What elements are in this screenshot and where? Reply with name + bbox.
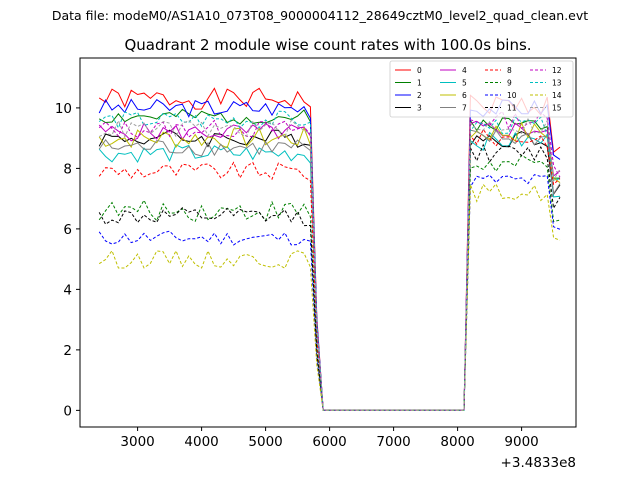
x-tick-label: 6000 xyxy=(312,434,346,450)
y-tick-label: 0 xyxy=(63,403,72,419)
legend-label: 5 xyxy=(462,79,467,88)
series-line-15 xyxy=(98,117,561,411)
series-line-6 xyxy=(98,121,561,411)
y-tick-label: 6 xyxy=(63,222,72,238)
x-tick-label: 5000 xyxy=(248,434,282,450)
series-line-9 xyxy=(98,154,561,411)
chart-suptitle: Data file: modeM0/AS1A10_073T08_90000041… xyxy=(52,8,588,23)
legend-label: 15 xyxy=(552,104,562,113)
series-line-11 xyxy=(98,143,561,411)
legend-label: 11 xyxy=(507,104,517,113)
legend-label: 7 xyxy=(462,104,467,113)
series-line-4 xyxy=(98,120,561,411)
legend-label: 1 xyxy=(417,79,422,88)
legend-label: 10 xyxy=(507,91,517,100)
x-tick-label: 8000 xyxy=(440,434,474,450)
legend-label: 13 xyxy=(552,79,562,88)
legend-label: 4 xyxy=(462,66,467,75)
x-axis: 3000 4000 5000 6000 7000 8000 9000 xyxy=(120,427,539,450)
series-layer xyxy=(98,87,561,411)
legend-label: 3 xyxy=(417,104,422,113)
series-line-5 xyxy=(98,131,561,411)
x-tick-label: 3000 xyxy=(120,434,154,450)
legend-frame xyxy=(389,60,574,118)
legend-label: 12 xyxy=(552,66,562,75)
legend-label: 0 xyxy=(417,66,422,75)
series-line-12 xyxy=(98,110,561,411)
x-tick-label: 4000 xyxy=(184,434,218,450)
y-tick-label: 8 xyxy=(63,161,72,177)
legend-label: 14 xyxy=(552,91,562,100)
legend-label: 9 xyxy=(507,79,512,88)
series-line-1 xyxy=(98,108,560,411)
y-tick-label: 4 xyxy=(63,282,72,298)
series-line-14 xyxy=(98,183,561,411)
legend-label: 8 xyxy=(507,66,512,75)
x-tick-label: 9000 xyxy=(504,434,538,450)
plot-frame xyxy=(79,57,577,428)
legend-label: 2 xyxy=(417,91,422,100)
y-tick-label: 10 xyxy=(55,101,72,117)
series-line-8 xyxy=(98,128,561,411)
legend-label: 6 xyxy=(462,91,467,100)
series-line-10 xyxy=(98,174,561,411)
chart-title: Quadrant 2 module wise count rates with … xyxy=(124,36,531,54)
series-line-7 xyxy=(98,129,561,411)
series-line-2 xyxy=(98,98,561,411)
series-line-3 xyxy=(98,129,561,411)
x-tick-label: 7000 xyxy=(376,434,410,450)
y-tick-label: 2 xyxy=(63,343,72,359)
y-axis: 0 2 4 6 8 10 xyxy=(55,101,80,419)
x-offset-label: +3.4833e8 xyxy=(501,455,576,471)
